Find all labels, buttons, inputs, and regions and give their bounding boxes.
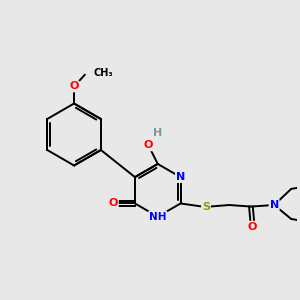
Text: S: S bbox=[202, 202, 210, 212]
Text: O: O bbox=[69, 82, 79, 92]
Text: O: O bbox=[109, 199, 118, 208]
Text: O: O bbox=[248, 222, 257, 232]
Text: CH₃: CH₃ bbox=[94, 68, 113, 78]
Text: O: O bbox=[144, 140, 153, 150]
Text: NH: NH bbox=[149, 212, 166, 222]
Text: H: H bbox=[152, 128, 162, 138]
Text: N: N bbox=[269, 200, 279, 210]
Text: N: N bbox=[176, 172, 185, 182]
